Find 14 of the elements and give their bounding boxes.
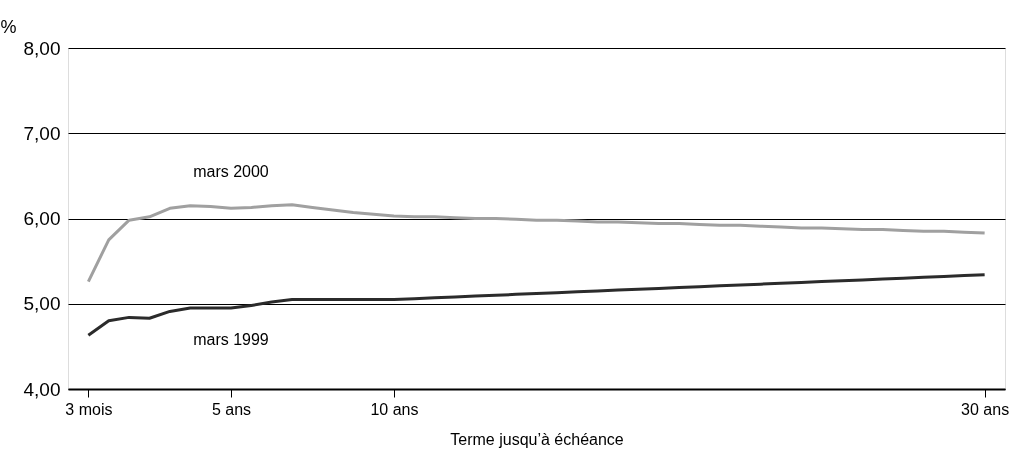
x-tick-label: 5 ans <box>211 400 252 418</box>
x-tick-label: 10 ans <box>370 400 419 418</box>
series-label: mars 1999 <box>193 331 269 349</box>
x-axis-title: Terme jusqu’à échéance <box>450 430 624 448</box>
series-label: mars 2000 <box>193 163 269 181</box>
y-tick-label: 6,00 <box>23 208 61 229</box>
x-tick-label: 3 mois <box>65 400 113 418</box>
y-tick-label: 5,00 <box>23 293 61 315</box>
line-series <box>86 203 987 284</box>
y-tick-label: 8,00 <box>23 37 61 59</box>
y-axis-title: % <box>0 16 17 37</box>
x-tick-label: 30 ans <box>961 400 1010 418</box>
y-tick-label: 4,00 <box>23 378 61 400</box>
y-tick-label: 7,00 <box>23 122 61 144</box>
